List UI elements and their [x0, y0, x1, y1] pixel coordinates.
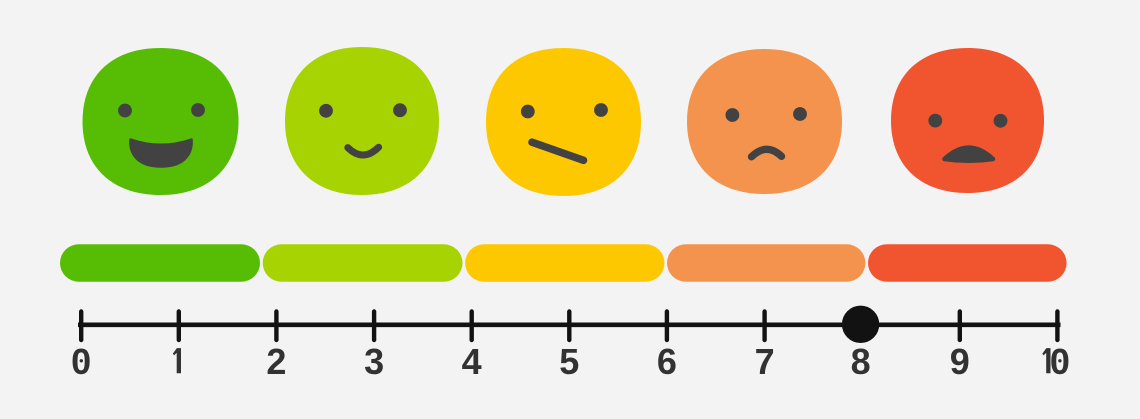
- svg-text:5: 5: [559, 341, 579, 382]
- svg-text:6: 6: [657, 341, 677, 382]
- svg-text:2: 2: [266, 341, 286, 382]
- svg-text:7: 7: [755, 341, 775, 382]
- svg-text:9: 9: [950, 341, 970, 382]
- svg-text:8: 8: [851, 341, 871, 382]
- svg-text:3: 3: [364, 341, 384, 382]
- svg-text:4: 4: [462, 341, 482, 382]
